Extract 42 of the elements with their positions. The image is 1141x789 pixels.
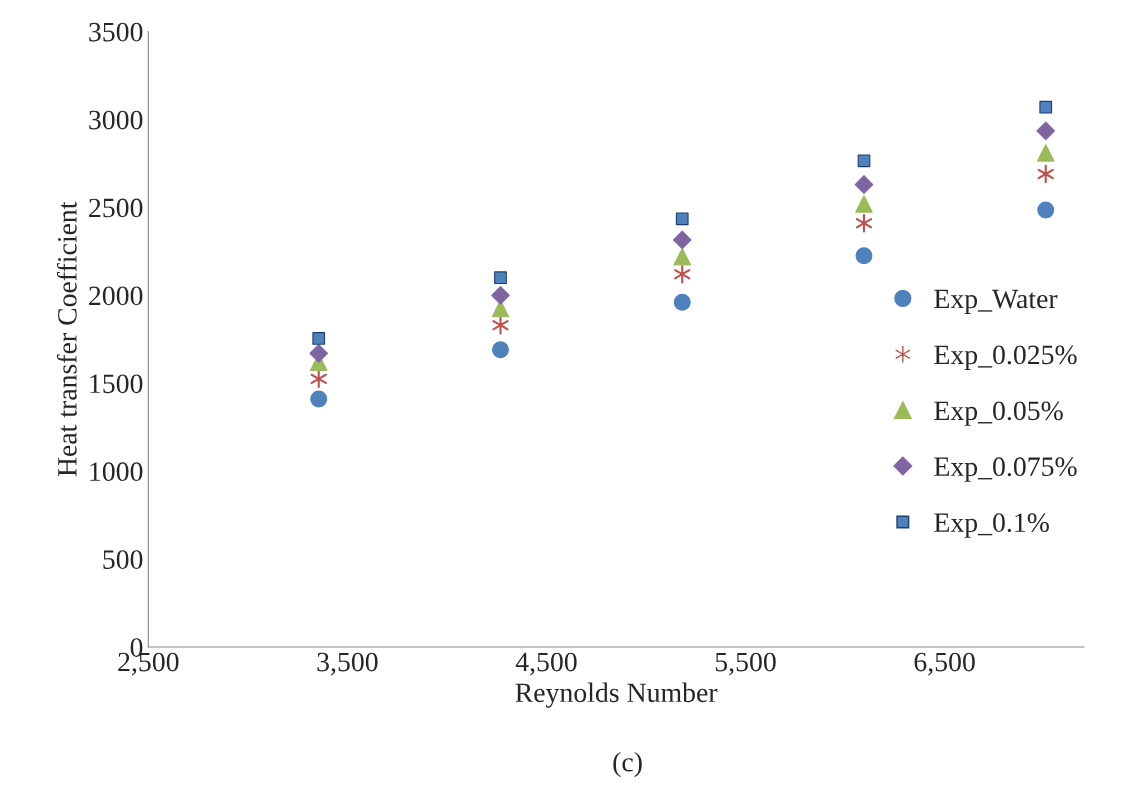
point — [310, 369, 327, 389]
point — [674, 264, 691, 284]
legend-label: Exp_0.025% — [934, 345, 1077, 370]
point — [309, 343, 329, 363]
point — [673, 247, 692, 266]
y-tick-label: 2500 — [89, 198, 143, 218]
y-tick-label: 1000 — [90, 462, 143, 482]
point — [673, 293, 691, 311]
y-axis-title: Heat transfer Coefficient — [56, 201, 77, 477]
x-axis-title: Reynolds Number — [515, 682, 718, 708]
x-tick-label: 6,500 — [914, 652, 975, 676]
point — [1037, 164, 1054, 184]
point — [1039, 100, 1053, 114]
y-tick-label: 3500 — [89, 22, 143, 42]
legend-label: Exp_0.05% — [934, 401, 1063, 426]
point — [857, 154, 871, 168]
y-tick-label: 2000 — [89, 286, 143, 306]
y-tick-label: 3000 — [89, 110, 143, 130]
point — [1037, 201, 1055, 219]
y-tick-label: 500 — [103, 550, 143, 569]
point — [672, 230, 692, 250]
point — [492, 315, 509, 335]
point — [491, 285, 510, 305]
point — [1036, 144, 1055, 162]
point — [492, 341, 509, 359]
point — [310, 390, 328, 408]
text: (c) — [613, 751, 642, 778]
point — [675, 212, 689, 226]
x-tick-label: 4,500 — [515, 652, 577, 676]
point — [494, 271, 507, 285]
point — [855, 213, 873, 233]
legend-label: Exp_Water — [934, 289, 1058, 314]
point — [855, 247, 873, 265]
legend-label: Exp_0.075% — [934, 457, 1077, 482]
x-tick-label: 5,500 — [715, 652, 776, 676]
legend-label: Exp_0.1% — [934, 513, 1049, 538]
point — [854, 175, 874, 194]
point — [312, 332, 326, 345]
point — [855, 195, 873, 213]
x-tick-label: 3,500 — [317, 652, 378, 676]
y-tick-label: 1500 — [90, 374, 143, 394]
point — [1036, 121, 1056, 141]
